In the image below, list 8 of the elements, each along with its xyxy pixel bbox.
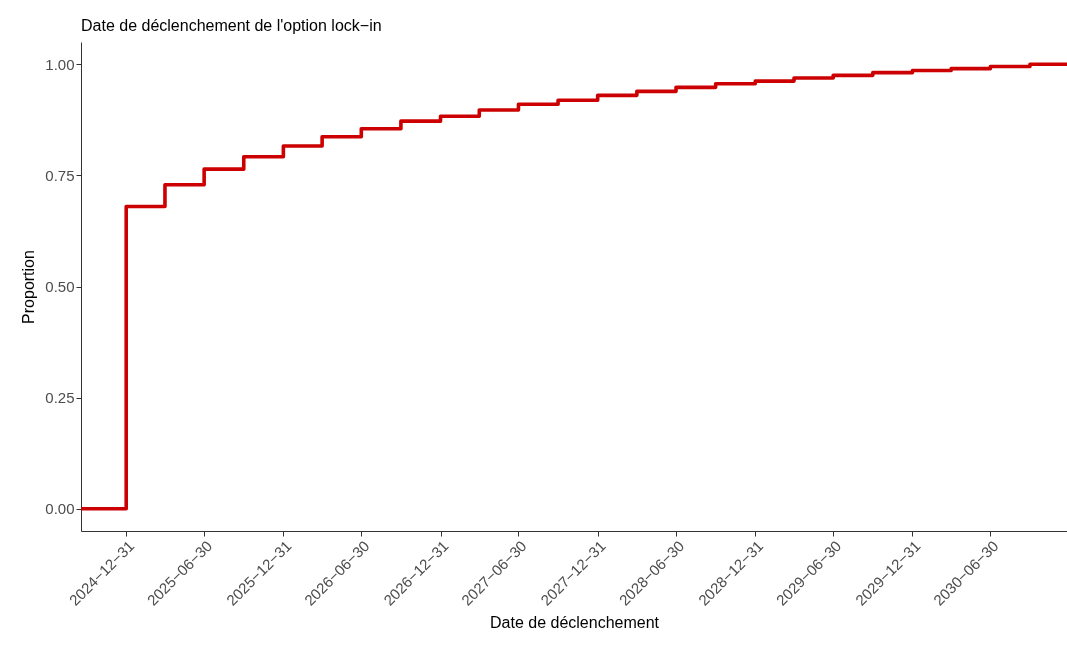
y-tick-label: 0.00 — [45, 500, 75, 518]
y-tick-label: 0.75 — [45, 166, 75, 184]
y-tick-label: 1.00 — [45, 55, 75, 73]
y-tick-label: 0.50 — [45, 278, 75, 295]
y-tick-label: 0.25 — [45, 389, 75, 407]
x-axis-title: Date de déclenchement — [490, 613, 660, 631]
y-axis-title: Proportion — [20, 250, 38, 324]
chart-title: Date de déclenchement de l'option lock−in — [81, 17, 382, 34]
